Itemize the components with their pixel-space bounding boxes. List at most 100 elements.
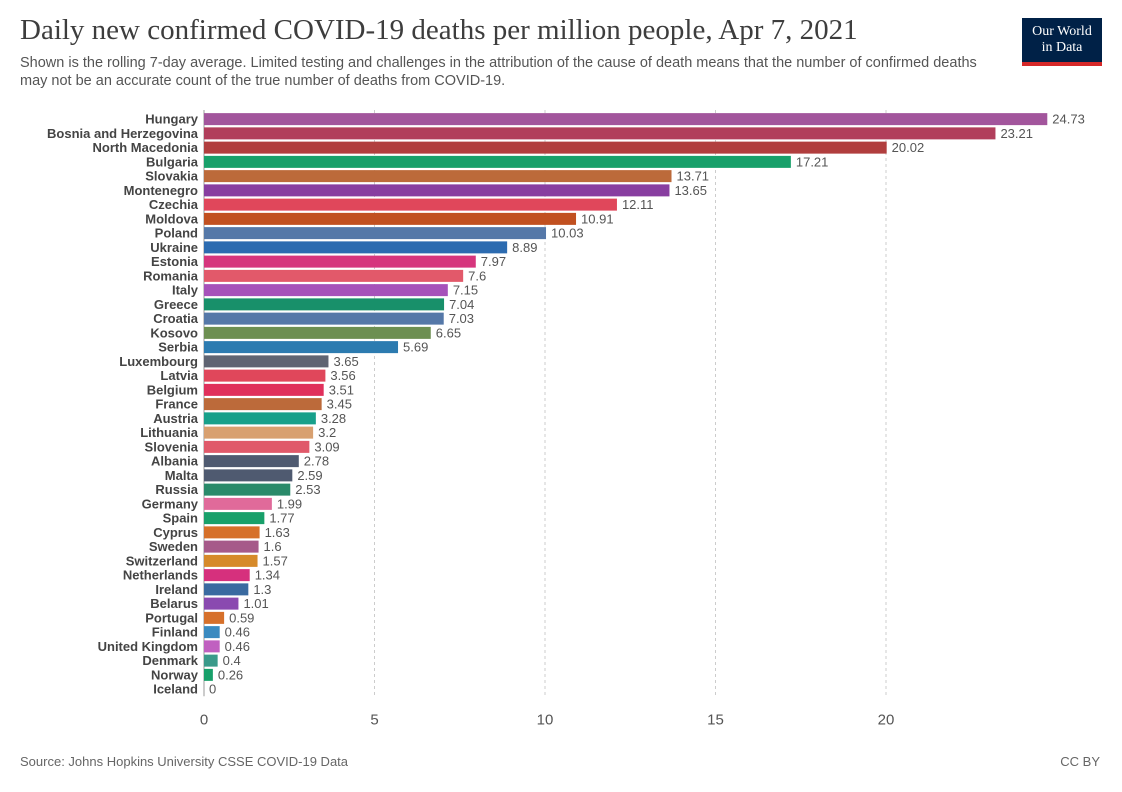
- x-tick-label: 10: [537, 711, 554, 728]
- category-label: United Kingdom: [98, 639, 198, 654]
- bar-belarus: [204, 597, 239, 610]
- source-note: Source: Johns Hopkins University CSSE CO…: [20, 754, 349, 769]
- bar-belgium: [204, 383, 324, 396]
- category-label: Montenegro: [124, 183, 198, 198]
- value-label: 10.91: [581, 211, 614, 226]
- value-label: 3.28: [321, 411, 346, 426]
- bar-luxembourg: [204, 355, 329, 368]
- chart-title: Daily new confirmed COVID-19 deaths per …: [20, 14, 858, 46]
- bar-greece: [204, 298, 445, 311]
- value-label: 1.99: [277, 496, 302, 511]
- category-label: Sweden: [149, 539, 198, 554]
- value-label: 3.51: [329, 382, 354, 397]
- value-label: 1.3: [253, 582, 271, 597]
- bar-norway: [204, 668, 213, 681]
- bar-germany: [204, 497, 272, 510]
- category-label: Portugal: [145, 610, 198, 625]
- value-label: 3.09: [314, 439, 339, 454]
- bar-kosovo: [204, 326, 431, 339]
- category-label: France: [155, 397, 198, 412]
- value-label: 1.6: [264, 539, 282, 554]
- bar-denmark: [204, 654, 218, 667]
- value-label: 0.46: [225, 639, 250, 654]
- value-label: 7.04: [449, 297, 474, 312]
- value-label: 3.56: [330, 368, 355, 383]
- category-label: Malta: [165, 468, 199, 483]
- category-label: Lithuania: [140, 425, 199, 440]
- value-label: 1.63: [265, 525, 290, 540]
- value-label: 23.21: [1000, 126, 1033, 141]
- bar-ukraine: [204, 241, 508, 254]
- value-label: 5.69: [403, 340, 428, 355]
- bar-finland: [204, 626, 220, 639]
- category-label: Kosovo: [150, 325, 198, 340]
- bar-sweden: [204, 540, 259, 553]
- bar-chart: 0 5 10 15 20 Hungary 24.73 Bosnia and Herzegovi…: [47, 110, 1085, 728]
- value-label: 12.11: [622, 197, 654, 212]
- category-label: Finland: [152, 625, 198, 640]
- category-label: Cyprus: [153, 525, 198, 540]
- value-label: 1.57: [263, 553, 288, 568]
- value-label: 2.59: [297, 468, 322, 483]
- category-label: Slovenia: [145, 439, 199, 454]
- bar-czechia: [204, 198, 617, 211]
- x-tick-label: 15: [707, 711, 724, 728]
- category-label: Greece: [154, 297, 198, 312]
- bar-lithuania: [204, 426, 314, 439]
- category-label: Germany: [142, 496, 199, 511]
- value-label: 24.73: [1052, 112, 1085, 127]
- category-label: Latvia: [160, 368, 198, 383]
- category-label: Serbia: [158, 340, 199, 355]
- bar-estonia: [204, 255, 476, 268]
- x-tick-label: 5: [370, 711, 378, 728]
- bar-moldova: [204, 212, 577, 225]
- value-label: 1.34: [255, 568, 280, 583]
- bar-bulgaria: [204, 155, 791, 168]
- bar-hungary: [204, 113, 1048, 126]
- category-label: Ireland: [155, 582, 198, 597]
- value-label: 20.02: [892, 140, 925, 155]
- chart-subtitle: Shown is the rolling 7-day average. Limi…: [20, 55, 977, 89]
- bar-portugal: [204, 611, 225, 624]
- category-label: Switzerland: [126, 553, 198, 568]
- value-label: 7.97: [481, 254, 506, 269]
- bar-russia: [204, 483, 291, 496]
- logo-line-1: Our World: [1032, 24, 1092, 39]
- owid-logo[interactable]: Our World in Data: [1022, 18, 1102, 66]
- category-label: Croatia: [153, 311, 199, 326]
- category-label: Bulgaria: [146, 154, 199, 169]
- value-label: 7.15: [453, 283, 478, 298]
- category-label: Denmark: [142, 653, 198, 668]
- category-label: Romania: [143, 268, 199, 283]
- value-label: 7.6: [468, 268, 486, 283]
- bar-slovakia: [204, 170, 672, 183]
- category-label: Italy: [172, 283, 199, 298]
- value-label: 2.78: [304, 454, 329, 469]
- category-label: Slovakia: [145, 169, 199, 184]
- value-label: 3.2: [318, 425, 336, 440]
- value-label: 8.89: [512, 240, 537, 255]
- bar-latvia: [204, 369, 326, 382]
- value-label: 10.03: [551, 226, 584, 241]
- category-label: Austria: [153, 411, 199, 426]
- x-tick-label: 20: [878, 711, 895, 728]
- category-label: Poland: [155, 226, 198, 241]
- bar-slovenia: [204, 440, 310, 453]
- value-label: 7.03: [449, 311, 474, 326]
- category-label: Hungary: [145, 112, 199, 127]
- category-label: Czechia: [149, 197, 199, 212]
- bar-austria: [204, 412, 316, 425]
- category-label: Russia: [155, 482, 198, 497]
- category-label: Netherlands: [123, 568, 198, 583]
- bar-netherlands: [204, 569, 250, 582]
- category-label: Bosnia and Herzegovina: [47, 126, 199, 141]
- bar-malta: [204, 469, 293, 482]
- bar-north-macedonia: [204, 141, 887, 154]
- category-label: Spain: [163, 511, 198, 526]
- license-link[interactable]: CC BY: [1060, 754, 1100, 769]
- value-label: 1.77: [269, 511, 294, 526]
- bar-france: [204, 398, 322, 411]
- logo-line-2: in Data: [1041, 40, 1083, 55]
- value-label: 17.21: [796, 154, 829, 169]
- bar-cyprus: [204, 526, 260, 539]
